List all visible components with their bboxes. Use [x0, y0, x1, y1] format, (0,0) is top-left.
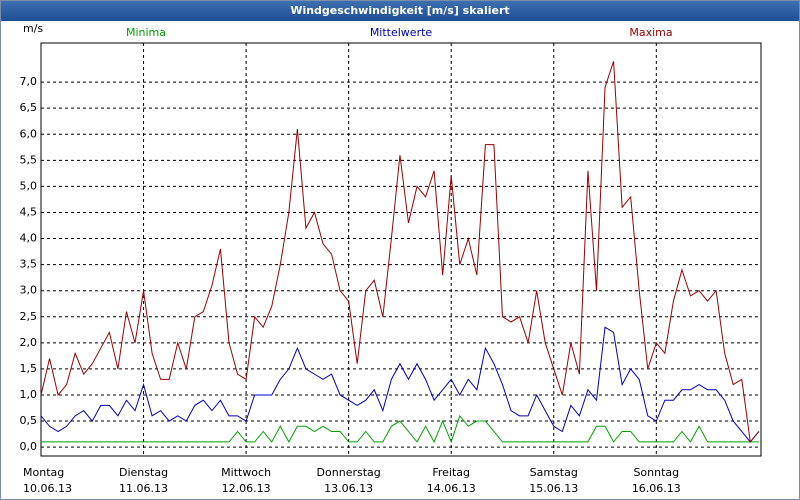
legend-label: Minima: [126, 26, 166, 39]
y-tick-label: 0,5: [20, 414, 38, 427]
x-tick-label: Donnerstag: [317, 466, 381, 479]
title-bar: Windgeschwindigkeit [m/s] skaliert: [1, 1, 799, 21]
y-tick-label: 0,0: [20, 440, 38, 453]
x-tick-label: 10.06.13: [23, 482, 72, 495]
y-tick-label: 5,0: [20, 179, 38, 192]
x-tick-label: Freitag: [432, 466, 470, 479]
series-line: [41, 414, 759, 444]
x-tick-label: 11.06.13: [119, 482, 168, 495]
y-tick-label: 1,5: [20, 362, 38, 375]
y-tick-label: 3,5: [20, 258, 38, 271]
y-tick-label: 6,5: [20, 101, 38, 114]
x-tick-label: 13.06.13: [324, 482, 373, 495]
x-tick-label: Samstag: [530, 466, 578, 479]
y-tick-label: 4,0: [20, 232, 38, 245]
x-tick-label: Dienstag: [119, 466, 168, 479]
x-tick-label: Montag: [23, 466, 64, 479]
legend-label: Maxima: [629, 26, 672, 39]
y-tick-label: 5,5: [20, 153, 38, 166]
x-tick-label: 15.06.13: [529, 482, 578, 495]
legend-label: Mittelwerte: [370, 26, 433, 39]
x-tick-label: 12.06.13: [222, 482, 271, 495]
x-tick-label: 14.06.13: [427, 482, 476, 495]
y-tick-label: 7,0: [20, 75, 38, 88]
y-tick-label: 1,0: [20, 388, 38, 401]
chart: m/s 0,0 0,5 1,0 1,5 2,0 2,5 3,0 3,5 4,0 4,5 5,0 5,5…: [20, 22, 762, 495]
y-tick-label: 2,0: [20, 336, 38, 349]
series-line: [40, 61, 760, 444]
y-tick-label: 3,0: [20, 284, 38, 297]
x-tick-label: Sonntag: [633, 466, 679, 479]
y-tick-label: 6,0: [20, 127, 38, 140]
y-tick-label: 4,5: [20, 205, 38, 218]
y-unit: m/s: [23, 22, 43, 35]
x-tick-label: 16.06.13: [632, 482, 681, 495]
y-tick-label: 2,5: [20, 310, 38, 323]
x-tick-label: Mittwoch: [221, 466, 271, 479]
series-line: [40, 326, 760, 443]
plot-area: [40, 42, 762, 457]
